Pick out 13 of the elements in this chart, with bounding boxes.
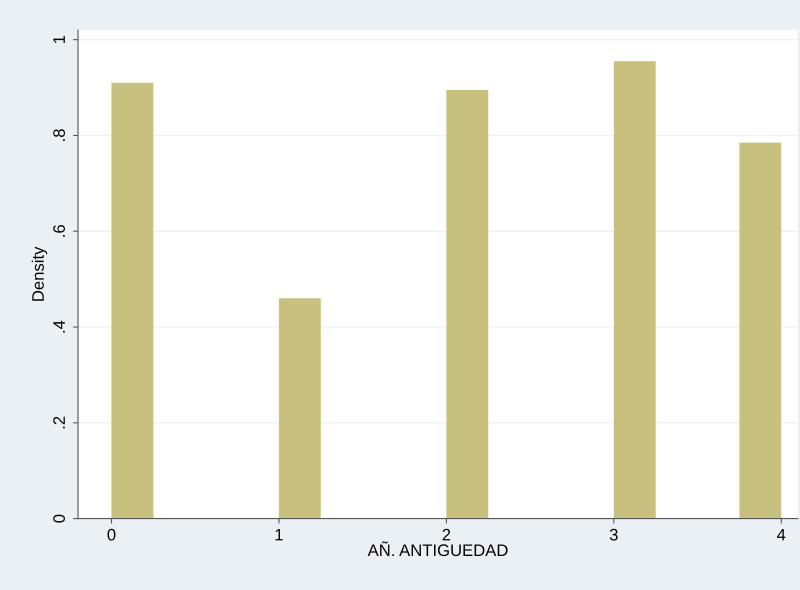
x-tick-label: 0 xyxy=(108,528,116,541)
y-tick-label: .8 xyxy=(53,129,65,141)
y-tick-label: .2 xyxy=(53,416,65,428)
y-tick-label: .6 xyxy=(53,225,65,237)
y-axis-title: Density xyxy=(32,246,48,301)
x-axis-title: AÑ. ANTIGUEDAD xyxy=(368,541,508,556)
y-tick-label: 0 xyxy=(53,514,65,523)
x-tick-label: 4 xyxy=(777,528,786,540)
x-tick-label: 2 xyxy=(442,528,450,540)
x-tick-label: 1 xyxy=(276,528,283,540)
y-tick-label: .4 xyxy=(53,320,65,332)
y-tick-label: 1 xyxy=(53,36,65,44)
x-tick-label: 3 xyxy=(610,528,618,541)
